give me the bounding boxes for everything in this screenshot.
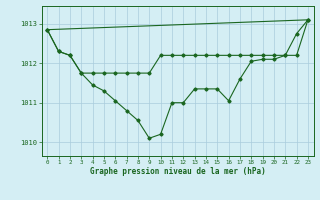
X-axis label: Graphe pression niveau de la mer (hPa): Graphe pression niveau de la mer (hPa) [90,167,266,176]
